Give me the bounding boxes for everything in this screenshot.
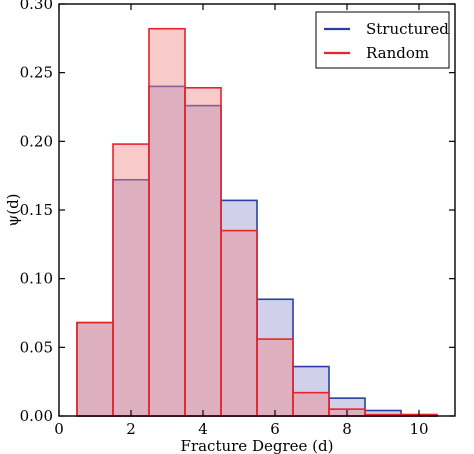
y-axis: 0.00 0.05 0.10 0.15 0.20 0.25 0.30 [20,0,455,425]
structured-bars [76,85,438,417]
y-tick-label: 0.25 [20,64,53,82]
y-tick-label: 0.30 [20,0,53,13]
y-axis-title: ψ(d) [4,193,22,226]
random-bar-5 [220,229,258,417]
structured-bar-2 [112,178,150,417]
x-tick-label: 6 [270,420,280,438]
random-bars [76,27,438,417]
random-bar-6 [256,338,294,417]
structured-bar-1 [76,321,114,417]
y-tick-label: 0.20 [20,132,53,150]
x-tick-label: 2 [126,420,136,438]
legend: Structured Random [315,11,450,69]
random-bar-3 [148,27,186,417]
legend-box [315,11,450,69]
x-tick-label: 4 [198,420,208,438]
structured-bar-7 [292,365,330,417]
x-tick-label: 10 [409,420,428,438]
random-bar-1 [76,321,114,417]
random-bar-2 [112,143,150,417]
legend-label-random: Random [366,44,429,62]
structured-bar-3 [148,85,186,417]
y-tick-label: 0.05 [20,338,53,356]
x-axis: 0 2 4 6 8 10 [54,4,429,438]
legend-label-structured: Structured [366,20,449,38]
x-tick-label: 8 [342,420,352,438]
random-bar-4 [184,86,222,417]
y-tick-label: 0.15 [20,201,53,219]
random-bar-7 [292,391,330,417]
y-tick-label: 0.00 [20,407,53,425]
x-axis-title: Fracture Degree (d) [181,437,334,454]
y-tick-label: 0.10 [20,270,53,288]
x-tick-label: 0 [54,420,64,438]
